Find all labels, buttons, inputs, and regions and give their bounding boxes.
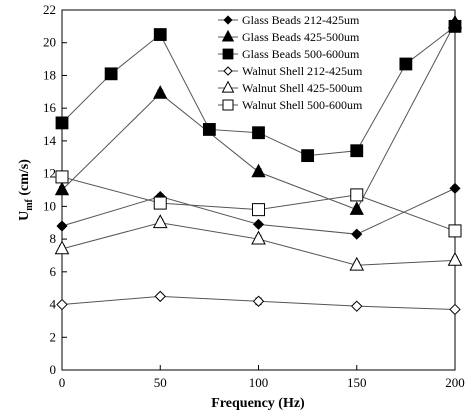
data-point xyxy=(449,303,461,316)
x-tick-label: 100 xyxy=(249,375,269,390)
data-point xyxy=(153,85,168,99)
x-tick-label: 50 xyxy=(154,375,167,390)
x-tick-label: 200 xyxy=(445,375,465,390)
y-axis-title: Umf (cm/s) xyxy=(17,159,35,221)
data-point xyxy=(252,295,265,307)
y-axis-title-main: U xyxy=(17,211,32,221)
legend-marker xyxy=(223,66,233,76)
y-tick-label: 22 xyxy=(43,2,56,17)
legend-label: Glass Beads 500-600um xyxy=(242,47,360,61)
data-point xyxy=(54,240,70,255)
y-tick-label: 12 xyxy=(43,166,56,181)
y-axis: 0 2 4 6 8 10 12 14 16 18 20 22 xyxy=(43,2,67,377)
legend: Glass Beads 212-425um Glass Beads 425-500… xyxy=(218,13,363,112)
y-tick-label: 20 xyxy=(43,35,56,50)
series-markers xyxy=(54,14,463,316)
y-axis-title-sub: mf xyxy=(24,198,35,210)
x-tick-label: 0 xyxy=(59,375,66,390)
data-point xyxy=(154,290,166,303)
data-point xyxy=(448,19,462,33)
data-point xyxy=(104,67,118,81)
data-point xyxy=(252,218,265,230)
x-axis-title: Frequency (Hz) xyxy=(211,396,305,411)
data-point xyxy=(56,298,68,311)
legend-label: Walnut Shell 425-500um xyxy=(242,81,363,95)
data-point xyxy=(252,203,265,217)
data-point xyxy=(153,196,167,210)
data-point xyxy=(448,224,462,238)
data-point xyxy=(350,144,364,158)
y-tick-label: 2 xyxy=(50,329,57,344)
data-point xyxy=(251,230,266,245)
y-tick-label: 0 xyxy=(50,362,57,377)
legend-marker xyxy=(222,99,234,111)
y-tick-label: 6 xyxy=(50,264,57,279)
legend-marker xyxy=(223,15,233,25)
data-point xyxy=(252,126,265,140)
legend-marker xyxy=(221,29,235,42)
y-tick-label: 18 xyxy=(43,67,56,82)
legend-label: Walnut Shell 500-600um xyxy=(242,98,363,112)
data-point xyxy=(152,214,168,229)
data-point xyxy=(349,201,364,215)
data-point xyxy=(251,163,266,178)
data-point xyxy=(351,228,363,240)
y-tick-label: 4 xyxy=(50,297,57,312)
y-tick-label: 16 xyxy=(43,100,57,115)
legend-label: Glass Beads 425-500um xyxy=(242,30,360,44)
plot-area xyxy=(61,9,456,371)
x-tick-label: 150 xyxy=(347,375,367,390)
data-point xyxy=(54,181,70,196)
data-point xyxy=(449,182,461,194)
legend-marker xyxy=(221,80,235,93)
legend-label: Glass Beads 212-425um xyxy=(242,13,360,27)
data-point xyxy=(447,251,463,266)
data-point xyxy=(349,256,365,271)
data-point xyxy=(153,28,167,41)
data-point xyxy=(350,188,364,202)
data-point xyxy=(301,149,315,163)
y-tick-label: 10 xyxy=(43,198,56,213)
y-tick-label: 8 xyxy=(50,231,57,246)
x-axis: 0 50 100 150 200 xyxy=(59,365,465,390)
y-tick-label: 14 xyxy=(43,133,57,148)
data-point xyxy=(399,57,413,71)
data-point xyxy=(202,123,216,136)
y-axis-title-unit: (cm/s) xyxy=(17,159,32,199)
legend-marker xyxy=(222,48,234,60)
data-point xyxy=(56,220,68,232)
legend-label: Walnut Shell 212-425um xyxy=(242,64,363,78)
data-point xyxy=(55,170,69,184)
data-point xyxy=(351,300,363,312)
data-point xyxy=(55,116,69,130)
